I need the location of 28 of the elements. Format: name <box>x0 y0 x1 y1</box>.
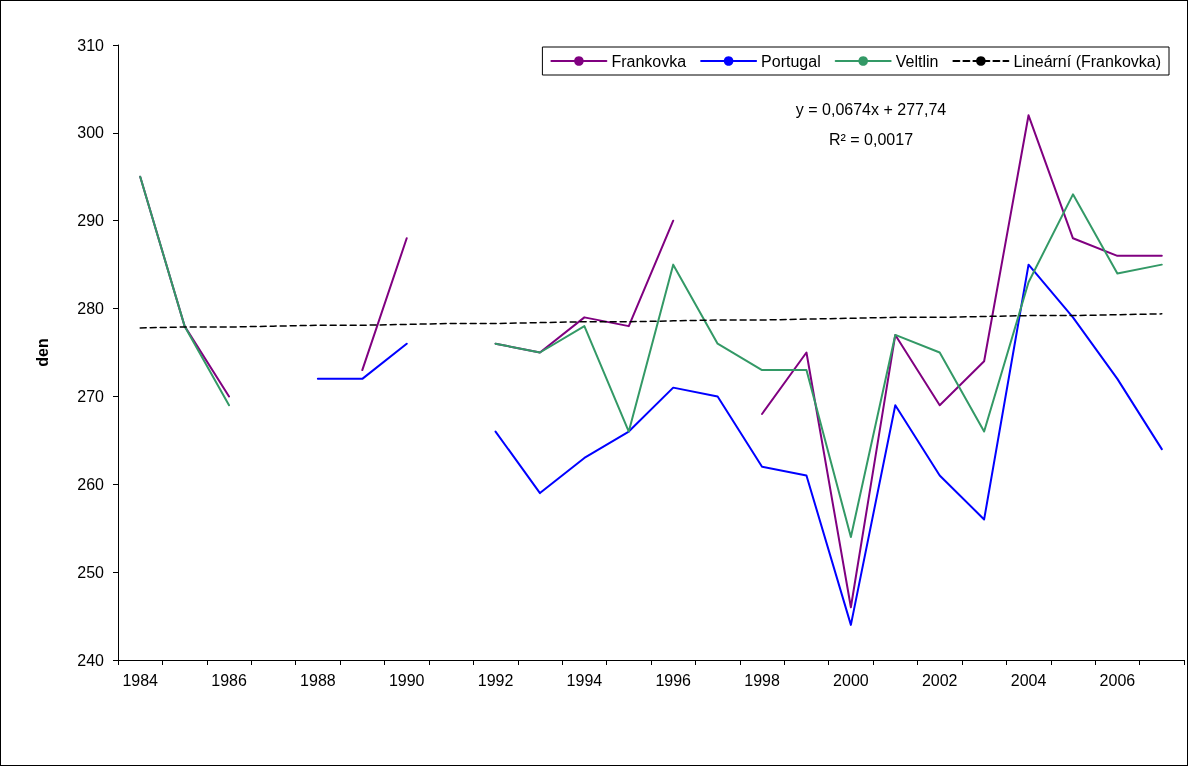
annotation: y = 0,0674x + 277,74 <box>795 100 947 118</box>
x-tick-label: 1992 <box>477 671 514 689</box>
x-tick-label: 1986 <box>211 671 247 689</box>
x-tick-label: 2004 <box>1010 671 1047 689</box>
y-tick-label: 300 <box>77 124 105 142</box>
x-tick-label: 1990 <box>388 671 425 689</box>
y-tick-label: 250 <box>77 563 105 581</box>
y-tick-label: 280 <box>77 300 105 318</box>
y-tick-label: 310 <box>77 36 105 54</box>
x-tick-label: 1988 <box>300 671 336 689</box>
annotation: R² = 0,0017 <box>828 130 914 148</box>
x-tick-label: 2006 <box>1099 671 1136 689</box>
y-tick-label: 260 <box>77 475 105 493</box>
y-tick-label: 270 <box>77 387 105 405</box>
x-tick-label: 2000 <box>833 671 869 689</box>
legend-label: Lineární (Frankovka) <box>1013 52 1162 70</box>
y-tick-label: 240 <box>77 651 105 669</box>
x-tick-label: 1984 <box>122 671 159 689</box>
x-tick-label: 1994 <box>566 671 603 689</box>
legend-label: Frankovka <box>611 52 687 70</box>
x-tick-label: 1996 <box>655 671 692 689</box>
y-axis-title: den <box>33 338 51 367</box>
line-series <box>139 313 1163 329</box>
legend-label: Veltlin <box>895 52 939 70</box>
x-tick-label: 2002 <box>921 671 958 689</box>
y-tick-label: 290 <box>77 212 105 230</box>
x-tick-label: 1998 <box>744 671 780 689</box>
legend-label: Portugal <box>761 52 821 70</box>
